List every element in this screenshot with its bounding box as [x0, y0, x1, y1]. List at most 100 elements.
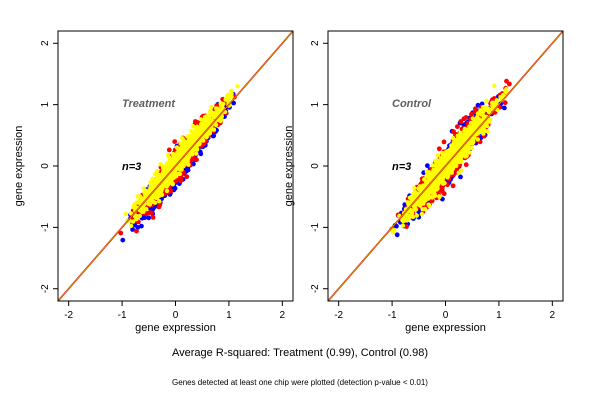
data-point	[164, 188, 170, 194]
n-label: n=3	[122, 161, 141, 173]
x-axis-ticks: -2 -1 0 1 2	[64, 301, 286, 321]
data-point	[194, 157, 199, 163]
data-point	[205, 117, 210, 123]
data-point	[166, 147, 172, 153]
data-point	[161, 165, 166, 170]
data-point	[459, 138, 465, 143]
data-point	[436, 146, 442, 152]
data-point	[435, 186, 440, 191]
data-point	[172, 156, 177, 161]
x-tick-label: 1	[496, 310, 502, 321]
data-point	[428, 195, 433, 200]
data-point	[473, 106, 478, 112]
data-point	[159, 192, 165, 197]
data-point	[458, 174, 463, 180]
data-point	[481, 126, 486, 132]
data-point	[139, 223, 144, 229]
data-point	[194, 151, 199, 156]
data-point	[410, 214, 416, 220]
data-point	[457, 158, 462, 164]
data-point	[464, 153, 469, 158]
data-point	[190, 139, 196, 145]
data-point	[412, 185, 417, 191]
data-point	[202, 121, 207, 126]
data-point	[156, 188, 162, 193]
y-tick-label: 2	[310, 40, 321, 46]
data-point	[400, 223, 406, 228]
data-point	[130, 227, 136, 232]
data-point	[157, 173, 162, 178]
y-axis-label: gene expression	[13, 126, 25, 207]
data-point	[504, 86, 509, 92]
data-point	[184, 174, 190, 180]
data-point	[405, 200, 410, 205]
data-point	[172, 139, 178, 145]
data-point	[135, 225, 141, 230]
n-label: n=3	[392, 161, 411, 173]
data-point	[502, 100, 508, 106]
data-point	[438, 156, 444, 161]
data-point	[479, 112, 484, 117]
data-point	[178, 148, 183, 153]
data-point	[174, 145, 180, 150]
x-tick-label: -1	[118, 310, 127, 321]
data-point	[435, 153, 441, 158]
data-point	[485, 129, 490, 134]
data-point	[422, 177, 427, 182]
data-point	[204, 133, 210, 138]
data-point	[149, 210, 154, 216]
data-point	[142, 191, 147, 196]
data-point	[451, 129, 456, 135]
data-point	[407, 195, 413, 200]
data-point	[130, 219, 136, 224]
y-tick-label: 1	[40, 101, 51, 107]
y-tick-label: -1	[310, 222, 321, 231]
data-point	[492, 83, 497, 89]
data-point	[484, 107, 489, 113]
data-point	[414, 213, 419, 218]
data-point	[475, 111, 481, 116]
data-point	[137, 213, 142, 219]
data-point	[172, 169, 177, 174]
data-point	[453, 145, 458, 150]
data-point	[413, 207, 418, 212]
data-point	[451, 158, 456, 163]
reference-line-stroke	[57, 30, 294, 302]
data-point	[120, 237, 126, 243]
data-point	[147, 202, 153, 207]
panel-label: Treatment	[122, 98, 176, 110]
data-point	[449, 144, 455, 149]
data-point	[484, 123, 490, 129]
data-point	[219, 117, 224, 122]
data-point	[131, 204, 136, 210]
data-point	[434, 159, 439, 165]
data-point	[150, 215, 156, 220]
data-point	[494, 98, 499, 103]
data-point	[168, 177, 173, 182]
panel-label: Control	[392, 98, 432, 110]
data-point	[118, 230, 124, 236]
data-point	[441, 174, 446, 179]
data-point	[419, 211, 425, 217]
data-point	[216, 106, 221, 112]
data-point	[445, 156, 450, 161]
data-point	[154, 180, 159, 186]
panel-treatment: -2 -1 0 1 2 -2 -1 0 1 2 gene expression gene exp…	[13, 30, 294, 334]
data-point	[400, 217, 405, 223]
data-point	[141, 208, 146, 213]
data-point	[447, 152, 452, 158]
data-point	[184, 140, 189, 145]
data-point	[207, 127, 213, 133]
x-tick-label: 2	[550, 310, 556, 321]
data-point	[507, 81, 512, 87]
data-point	[187, 133, 192, 139]
r-squared-summary: Average R-squared: Treatment (0.99), Con…	[172, 347, 428, 359]
panel-control: -2 -1 0 1 2 -2 -1 0 1 2 gene expression gene exp…	[283, 30, 564, 334]
data-point	[461, 116, 467, 122]
data-point	[490, 100, 495, 105]
data-point	[442, 180, 447, 186]
data-point	[431, 167, 436, 173]
data-point	[421, 194, 426, 199]
data-point	[199, 127, 205, 132]
data-point	[438, 164, 444, 169]
